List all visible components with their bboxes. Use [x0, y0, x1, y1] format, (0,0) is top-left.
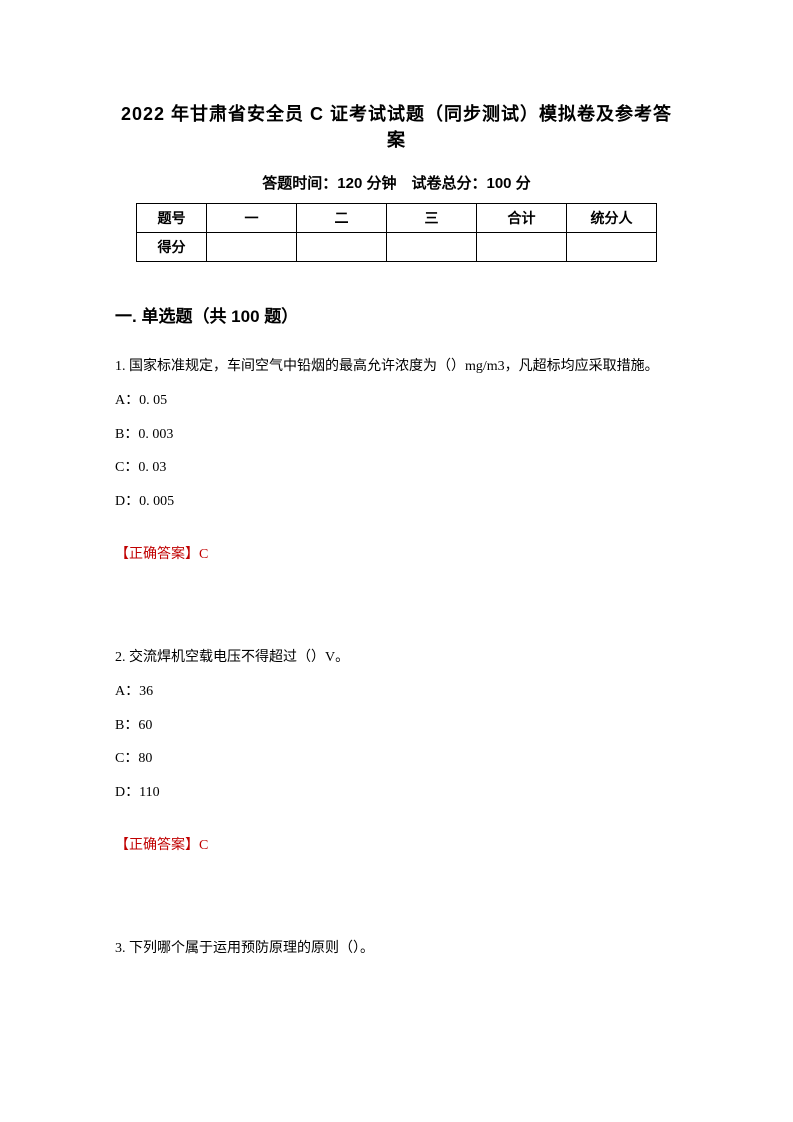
- question-1-option-a: A：0. 05: [115, 386, 678, 417]
- question-2-answer: 【正确答案】C: [115, 834, 678, 854]
- question-1: 1. 国家标准规定，车间空气中铅烟的最高允许浓度为（）mg/m3，凡超标均应采取…: [115, 352, 678, 563]
- score-cell-2: [297, 233, 387, 262]
- score-cell-1: [207, 233, 297, 262]
- header-section-2: 二: [297, 204, 387, 233]
- question-1-option-d: D：0. 005: [115, 487, 678, 518]
- header-scorer: 统分人: [567, 204, 657, 233]
- table-score-row: 得分: [137, 233, 657, 262]
- section-header: 一. 单选题（共 100 题）: [115, 302, 678, 327]
- score-label: 得分: [137, 233, 207, 262]
- question-2-text: 2. 交流焊机空载电压不得超过（）V。: [115, 643, 678, 674]
- question-1-text: 1. 国家标准规定，车间空气中铅烟的最高允许浓度为（）mg/m3，凡超标均应采取…: [115, 352, 678, 383]
- header-total: 合计: [477, 204, 567, 233]
- table-header-row: 题号 一 二 三 合计 统分人: [137, 204, 657, 233]
- header-section-1: 一: [207, 204, 297, 233]
- header-section-3: 三: [387, 204, 477, 233]
- question-2-option-c: C：80: [115, 744, 678, 775]
- question-1-answer: 【正确答案】C: [115, 543, 678, 563]
- score-table: 题号 一 二 三 合计 统分人 得分: [136, 203, 657, 262]
- exam-subtitle: 答题时间：120 分钟 试卷总分：100 分: [115, 172, 678, 193]
- question-3: 3. 下列哪个属于运用预防原理的原则（）。: [115, 934, 678, 965]
- question-1-option-c: C：0. 03: [115, 453, 678, 484]
- exam-title: 2022 年甘肃省安全员 C 证考试试题（同步测试）模拟卷及参考答案: [115, 100, 678, 152]
- question-1-option-b: B：0. 003: [115, 420, 678, 451]
- header-label: 题号: [137, 204, 207, 233]
- question-2-option-d: D：110: [115, 778, 678, 809]
- score-cell-3: [387, 233, 477, 262]
- question-2-option-a: A：36: [115, 677, 678, 708]
- question-2-option-b: B：60: [115, 711, 678, 742]
- score-cell-scorer: [567, 233, 657, 262]
- question-3-text: 3. 下列哪个属于运用预防原理的原则（）。: [115, 934, 678, 965]
- score-cell-total: [477, 233, 567, 262]
- question-2: 2. 交流焊机空载电压不得超过（）V。 A：36 B：60 C：80 D：110…: [115, 643, 678, 854]
